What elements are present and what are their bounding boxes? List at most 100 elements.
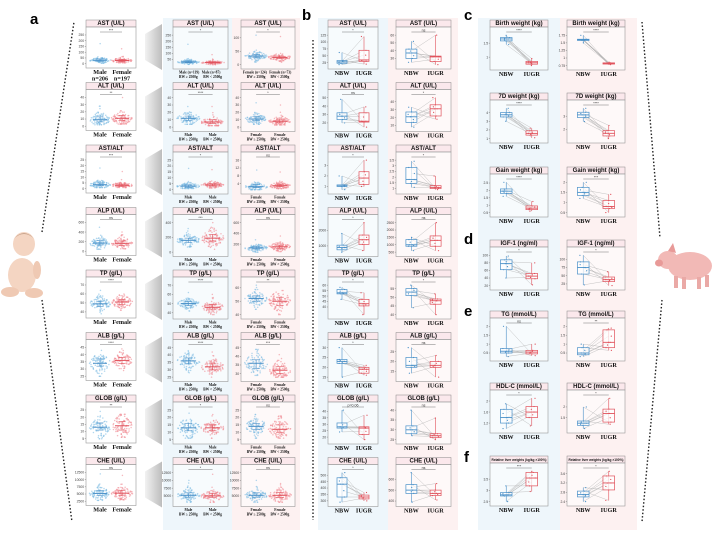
- group-label-bw: BW ≥ 2500g: [179, 513, 198, 517]
- data-point: [211, 231, 213, 233]
- data-point: [210, 311, 213, 313]
- data-point: [272, 295, 275, 298]
- data-point: [275, 426, 278, 429]
- y-tick-label: 40: [235, 355, 239, 359]
- data-point: [201, 121, 203, 123]
- dotted-line-bottom-left: [41, 299, 73, 523]
- data-point: [97, 237, 99, 240]
- panel-title: AST/ALT: [99, 146, 124, 152]
- data-point: [221, 364, 223, 366]
- data-point: [186, 431, 188, 433]
- infant-arm: [33, 261, 41, 279]
- data-point: [258, 498, 260, 501]
- group-label: Male: [185, 383, 193, 387]
- y-tick-label: 10: [80, 175, 84, 179]
- data-point: [93, 57, 95, 60]
- data-point: [108, 491, 110, 493]
- data-point: [116, 417, 119, 419]
- data-point: [191, 306, 194, 309]
- data-point: [130, 59, 133, 62]
- data-point: [101, 309, 104, 312]
- data-point: [99, 180, 102, 183]
- data-point: [273, 117, 276, 120]
- data-point: [184, 437, 187, 439]
- data-point: [280, 433, 283, 435]
- y-tick-label: 200: [79, 240, 85, 244]
- y-tick-label: 30: [167, 368, 171, 372]
- data-point: [255, 354, 258, 357]
- data-point: [184, 182, 186, 185]
- data-point: [180, 119, 183, 121]
- data-point: [94, 419, 96, 422]
- group-label-bw: BW ≥ 2500g: [179, 200, 198, 204]
- group-label: Female: [274, 446, 286, 450]
- data-point: [215, 312, 218, 314]
- data-point: [93, 301, 96, 303]
- data-point: [279, 52, 282, 55]
- chart-panel: AST (U/L)050100150200250***Malen=206Fema…: [79, 19, 137, 83]
- data-point: [197, 61, 200, 64]
- data-point: [107, 121, 109, 123]
- significance-label: ns: [266, 466, 270, 470]
- data-point: [277, 415, 280, 418]
- data-point: [276, 363, 278, 366]
- data-point: [208, 498, 210, 500]
- data-point: [259, 291, 261, 294]
- data-point: [120, 294, 122, 297]
- data-point: [213, 361, 215, 364]
- data-point: [260, 366, 262, 368]
- data-point: [201, 239, 203, 242]
- data-point: [270, 424, 272, 426]
- data-point: [97, 418, 99, 421]
- group-label: Female: [274, 321, 286, 325]
- data-point: [196, 431, 199, 433]
- significance-label: **: [110, 91, 113, 95]
- data-point: [218, 493, 221, 495]
- data-point: [117, 306, 119, 308]
- data-point: [253, 306, 256, 308]
- data-point: [209, 423, 211, 425]
- data-point: [113, 301, 115, 303]
- data-point: [126, 240, 128, 242]
- data-point: [208, 310, 211, 312]
- group-label-bw: BW ≥ 2500g: [179, 450, 198, 454]
- y-tick-label: 20: [167, 416, 171, 420]
- data-point: [105, 306, 108, 308]
- data-point: [276, 309, 278, 311]
- data-point: [126, 238, 129, 240]
- data-point: [131, 117, 133, 120]
- data-point: [188, 366, 191, 368]
- data-point: [263, 421, 265, 423]
- data-point: [246, 491, 249, 494]
- data-point: [197, 362, 199, 364]
- data-point: [285, 186, 287, 188]
- data-point: [286, 243, 289, 246]
- data-point: [183, 112, 186, 114]
- data-point: [192, 424, 194, 426]
- data-point: [275, 124, 278, 126]
- data-point: [185, 232, 188, 234]
- data-point: [212, 310, 215, 312]
- data-point: [101, 486, 103, 489]
- y-tick-label: 8: [237, 174, 239, 178]
- y-tick-label: 30: [235, 372, 239, 376]
- data-point: [272, 298, 274, 301]
- data-point: [99, 234, 102, 237]
- data-point: [127, 490, 129, 492]
- data-point: [131, 242, 134, 244]
- y-tick-label: 250: [166, 33, 172, 37]
- y-tick-label: 5000: [164, 494, 172, 498]
- panel-title: ALT (U/L): [187, 84, 214, 90]
- data-point: [100, 312, 102, 315]
- y-tick-label: 35: [80, 360, 84, 364]
- data-point: [104, 240, 107, 243]
- data-point: [125, 58, 128, 61]
- data-point: [279, 486, 282, 488]
- panel-letter-b: b: [302, 7, 311, 24]
- data-point: [99, 419, 101, 421]
- data-point: [260, 493, 262, 495]
- y-tick-label: 0: [82, 62, 84, 66]
- data-point: [127, 118, 130, 121]
